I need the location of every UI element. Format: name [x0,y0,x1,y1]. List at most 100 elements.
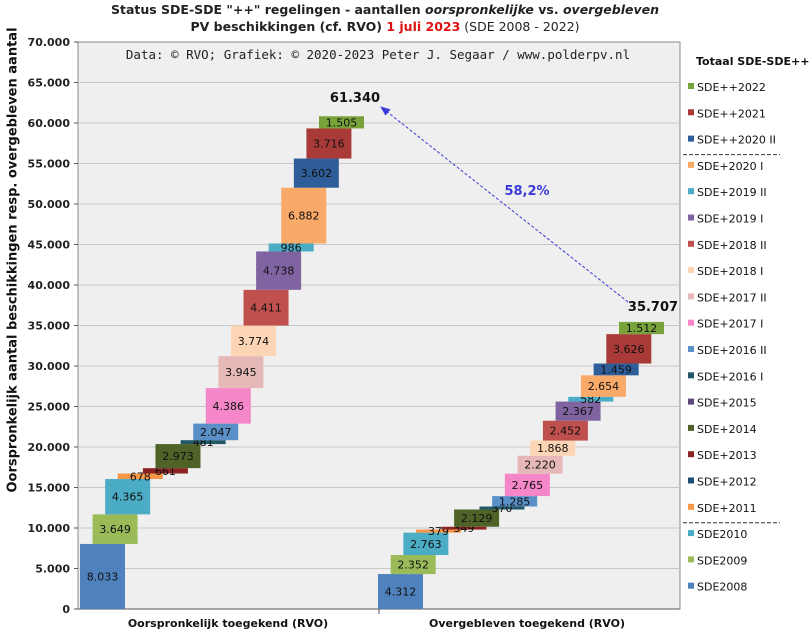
bar-segment [256,251,302,290]
bar-segment [390,555,436,575]
legend-entry: SDE+2019 II [697,186,767,199]
legend-entry: SDE2008 [697,581,747,594]
legend-entry: SDE++2020 II [697,134,776,147]
bar-value-label: 986 [281,241,302,254]
y-tick-label: 50.000 [28,198,71,211]
bar-segment [555,401,601,421]
bar-value-label: 2.654 [588,380,620,393]
bar-segment [568,396,614,402]
legend-entry: SDE+2018 II [697,239,767,252]
legend-swatch [688,530,694,537]
bar-value-label: 2.763 [410,538,442,551]
legend-entry: SDE2009 [697,554,747,567]
legend-entry: SDE+2011 [697,502,757,515]
legend-swatch [688,188,694,195]
bar-value-label: 4.312 [385,586,417,599]
legend-swatch [688,477,694,484]
legend-swatch [688,319,694,326]
legend-entry: SDE+2015 [697,397,757,410]
legend-swatch [688,424,694,431]
bar-segment [378,574,423,609]
bar-segment [454,509,500,527]
bar-segment [306,128,352,159]
y-tick-label: 40.000 [28,279,71,292]
legend-swatch [688,135,694,142]
legend-entry: SDE+2014 [697,423,757,436]
y-tick-label: 30.000 [28,360,71,373]
legend-title: Totaal SDE-SDE++ [696,55,810,68]
bar-value-label: 1.459 [600,363,632,376]
bar-value-label: 2.452 [550,425,582,438]
bar-value-label: 2.047 [200,426,232,439]
legend-entry: SDE+2017 II [697,291,767,304]
bar-segment [580,375,626,397]
bar-segment [530,440,576,456]
bar-segment [542,420,588,441]
bar-value-label: 2.129 [461,512,493,525]
bar-value-label: 1.512 [626,322,658,335]
bar-segment [117,473,163,480]
legend-entry: SDE2010 [697,528,747,541]
bar-value-label: 1.505 [326,116,358,129]
y-tick-label: 25.000 [28,401,71,414]
y-tick-label: 10.000 [28,522,71,535]
bar-value-label: 3.626 [613,343,645,356]
bar-value-label: 6.882 [288,210,320,223]
bar-segment [142,468,188,474]
legend-swatch [688,346,694,352]
bar-segment [281,187,327,244]
legend-entry: SDE+2016 II [697,344,767,357]
legend-swatch [688,398,694,405]
y-tick-label: 45.000 [28,239,71,252]
y-tick-label: 5.000 [35,563,70,576]
title2-text-1: PV beschikkingen (cf. RVO) [190,19,387,34]
legend-swatch [688,83,694,89]
y-tick-label: 55.000 [28,158,71,171]
legend-entry: SDE+2017 I [697,318,763,331]
legend-swatch [688,451,694,458]
legend-swatch [688,109,694,116]
legend-swatch [688,582,694,589]
y-tick-label: 20.000 [28,441,71,454]
bar-value-label: 2.367 [562,405,594,418]
bar-value-label: 3.774 [238,335,270,348]
y-tick-label: 0 [62,603,70,616]
bar-segment [416,529,462,533]
title-text-1: Status SDE-SDE "++" regelingen - aantall… [110,2,425,17]
title-italic-2: overgebleven [562,2,660,17]
category-label: Overgebleven toegekend (RVO) [429,617,625,630]
bar-segment [293,158,339,188]
bar-value-label: 2.765 [512,479,544,492]
bar-value-label: 4.738 [263,265,295,278]
chart-subtitle: Data: © RVO; Grafiek: © 2020-2023 Peter … [126,47,630,62]
title-date: 1 juli 2023 [386,19,461,34]
legend-swatch [688,372,694,379]
chart-title: Status SDE-SDE "++" regelingen - aantall… [0,2,770,17]
bar-value-label: 4.411 [250,302,282,315]
legend-swatch [688,556,694,563]
bar-segment [205,388,251,424]
bar-segment [268,243,314,252]
chart-title-line2: PV beschikkingen (cf. RVO) 1 juli 2023 (… [0,19,770,34]
bar-segment [403,532,449,556]
growth-arrow [380,106,629,303]
legend-entry: SDE++2022 [697,81,766,94]
bar-segment [619,321,664,335]
y-tick-label: 15.000 [28,482,71,495]
bar-value-label: 3.716 [313,138,345,151]
legend-swatch [688,214,694,221]
bar-value-label: 3.945 [225,366,257,379]
bar-segment [92,514,138,544]
bar-segment [441,526,487,530]
legend-swatch [688,161,694,168]
legend-entry: SDE+2013 [697,449,757,462]
bar-value-label: 4.365 [112,491,144,504]
bar-segment [479,506,525,510]
bar-segment [80,543,125,609]
legend-swatch [688,267,694,274]
bar-segment [193,423,239,441]
bar-segment [155,444,201,469]
legend-entry: SDE+2020 I [697,160,763,173]
bar-segment [180,440,226,445]
